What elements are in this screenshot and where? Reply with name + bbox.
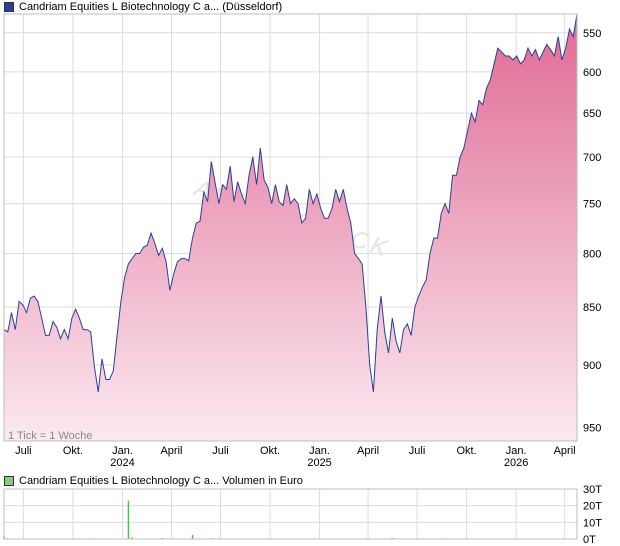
- x-tick-label: Juli: [409, 445, 426, 457]
- volume-legend-swatch: [4, 476, 14, 486]
- x-tick-label: April: [554, 445, 576, 457]
- price-y-tick-label: 800: [583, 248, 601, 260]
- price-legend: Candriam Equities L Biotechnology C a...…: [4, 0, 282, 14]
- price-legend-swatch: [4, 2, 14, 12]
- volume-y-tick-label: 20T: [583, 501, 602, 513]
- x-tick-label: April: [357, 445, 379, 457]
- price-y-tick-label: 850: [583, 302, 601, 314]
- x-tick-label: Jan.: [112, 445, 133, 457]
- price-y-tick-label: 600: [583, 67, 601, 79]
- x-tick-label: April: [160, 445, 182, 457]
- volume-y-tick-label: 10T: [583, 517, 602, 529]
- price-y-tick-label: 550: [583, 28, 601, 40]
- x-tick-label: Juli: [15, 445, 32, 457]
- volume-grid: [4, 488, 577, 539]
- x-tick-label: Okt.: [457, 445, 477, 457]
- volume-legend: Candriam Equities L Biotechnology C a...…: [4, 474, 303, 488]
- x-tick-label: Jan.: [506, 445, 527, 457]
- x-tick-year-label: 2024: [110, 457, 134, 469]
- price-plot: [3, 13, 578, 441]
- volume-y-axis: 30T 20T 10T 0T: [583, 484, 602, 546]
- volume-plot-frame: [3, 488, 578, 540]
- volume-y-tick-label: 30T: [583, 484, 602, 496]
- price-line: [3, 13, 578, 392]
- price-y-tick-label: 750: [583, 199, 601, 211]
- volume-bars: [3, 500, 541, 539]
- x-tick-label: Okt.: [63, 445, 83, 457]
- tick-note: 1 Tick = 1 Woche: [8, 430, 92, 442]
- price-area-fill: [4, 14, 577, 441]
- x-tick-year-label: 2026: [504, 457, 528, 469]
- price-y-axis: 950 900 850 800 750 700 650 600 550: [583, 28, 601, 435]
- x-tick-label: Juli: [212, 445, 229, 457]
- x-tick-year-label: 2025: [307, 457, 331, 469]
- x-tick-label: Okt.: [260, 445, 280, 457]
- price-plot-frame: [3, 13, 578, 442]
- price-y-tick-label: 650: [583, 108, 601, 120]
- x-tick-label: Jan.: [309, 445, 330, 457]
- price-y-tick-label: 900: [583, 360, 601, 372]
- price-y-tick-label: 950: [583, 423, 601, 435]
- price-y-tick-label: 700: [583, 152, 601, 164]
- volume-y-tick-label: 0T: [583, 534, 596, 546]
- price-chart-title: Candriam Equities L Biotechnology C a...…: [19, 1, 283, 13]
- volume-chart-title: Candriam Equities L Biotechnology C a...…: [19, 475, 303, 487]
